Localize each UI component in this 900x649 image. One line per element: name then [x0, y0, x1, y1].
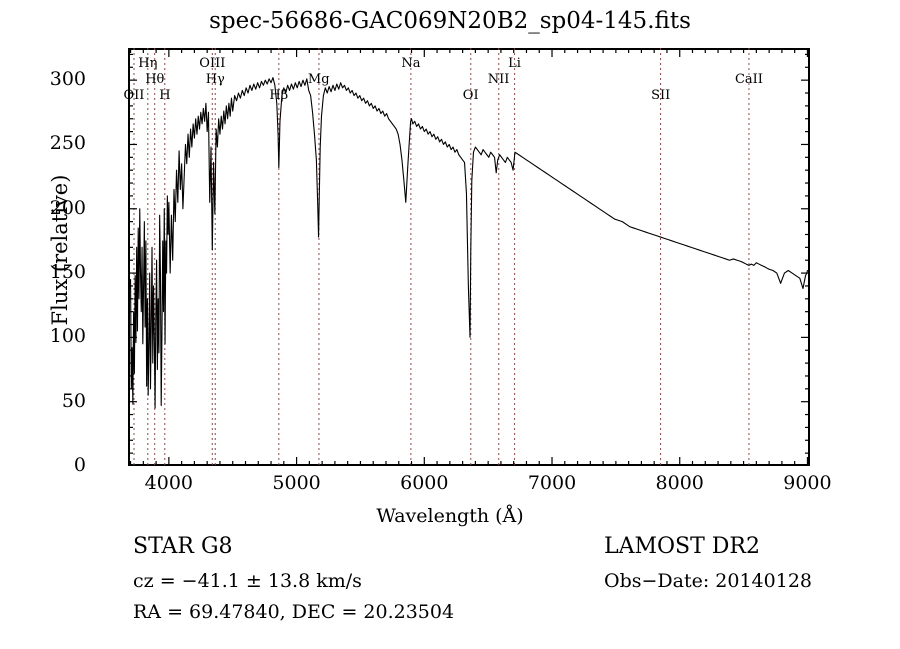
- page-title: spec-56686-GAC069N20B2_sp04-145.fits: [209, 8, 691, 34]
- spectral-line-label-nii: NII: [487, 72, 510, 87]
- x-tick-label: 5000: [272, 472, 321, 494]
- y-tick-label: 100: [49, 325, 86, 348]
- x-tick-label: 7000: [527, 472, 577, 494]
- spectral-line-label-na: Na: [401, 56, 421, 71]
- plot-area: [128, 48, 810, 466]
- x-tick-label: 4000: [144, 472, 194, 494]
- y-tick-label: 50: [61, 389, 86, 412]
- y-tick-label: 150: [49, 261, 86, 284]
- y-tick-label: 300: [49, 68, 86, 91]
- spectral-line-label-h: H: [159, 88, 171, 103]
- x-tick-label: 6000: [400, 472, 449, 494]
- spectrum-svg: [128, 48, 810, 466]
- footer-coordinates: RA = 69.47840, DEC = 20.23504: [133, 601, 455, 623]
- spectral-line-label-caii: CaII: [734, 72, 763, 87]
- footer-redshift-velocity: cz = −41.1 ± 13.8 km/s: [133, 570, 362, 592]
- footer-survey: LAMOST DR2: [604, 534, 760, 559]
- y-axis-label: Flux (relative): [48, 174, 72, 326]
- footer-object-class: STAR G8: [133, 534, 233, 559]
- footer-obs-date: Obs−Date: 20140128: [604, 570, 812, 592]
- y-tick-label: 250: [49, 132, 86, 155]
- y-tick-label: 0: [73, 454, 86, 476]
- y-tick-label: 200: [49, 196, 86, 219]
- spectral-line-label-mg: Mg: [307, 72, 330, 87]
- spectral-line-label-oiii: OIII: [199, 56, 226, 71]
- spectral-line-label-h: Hγ: [205, 72, 225, 87]
- spectrum-canvas: [128, 48, 810, 466]
- spectral-line-label-oi: OI: [462, 88, 479, 103]
- spectral-line-label-sii: SII: [651, 88, 671, 103]
- x-tick-label: 9000: [783, 472, 832, 494]
- x-tick-label: 8000: [655, 472, 704, 494]
- x-axis-label: Wavelength (Å): [376, 505, 524, 527]
- spectral-line-label-li: Li: [508, 56, 521, 71]
- spectral-line-label-h: Hη: [138, 56, 158, 71]
- spectral-line-label-oii: OII: [123, 88, 145, 103]
- spectral-line-label-h: Hβ: [269, 88, 289, 103]
- spectral-line-label-h: Hθ: [145, 72, 165, 87]
- plot-frame: [128, 48, 810, 466]
